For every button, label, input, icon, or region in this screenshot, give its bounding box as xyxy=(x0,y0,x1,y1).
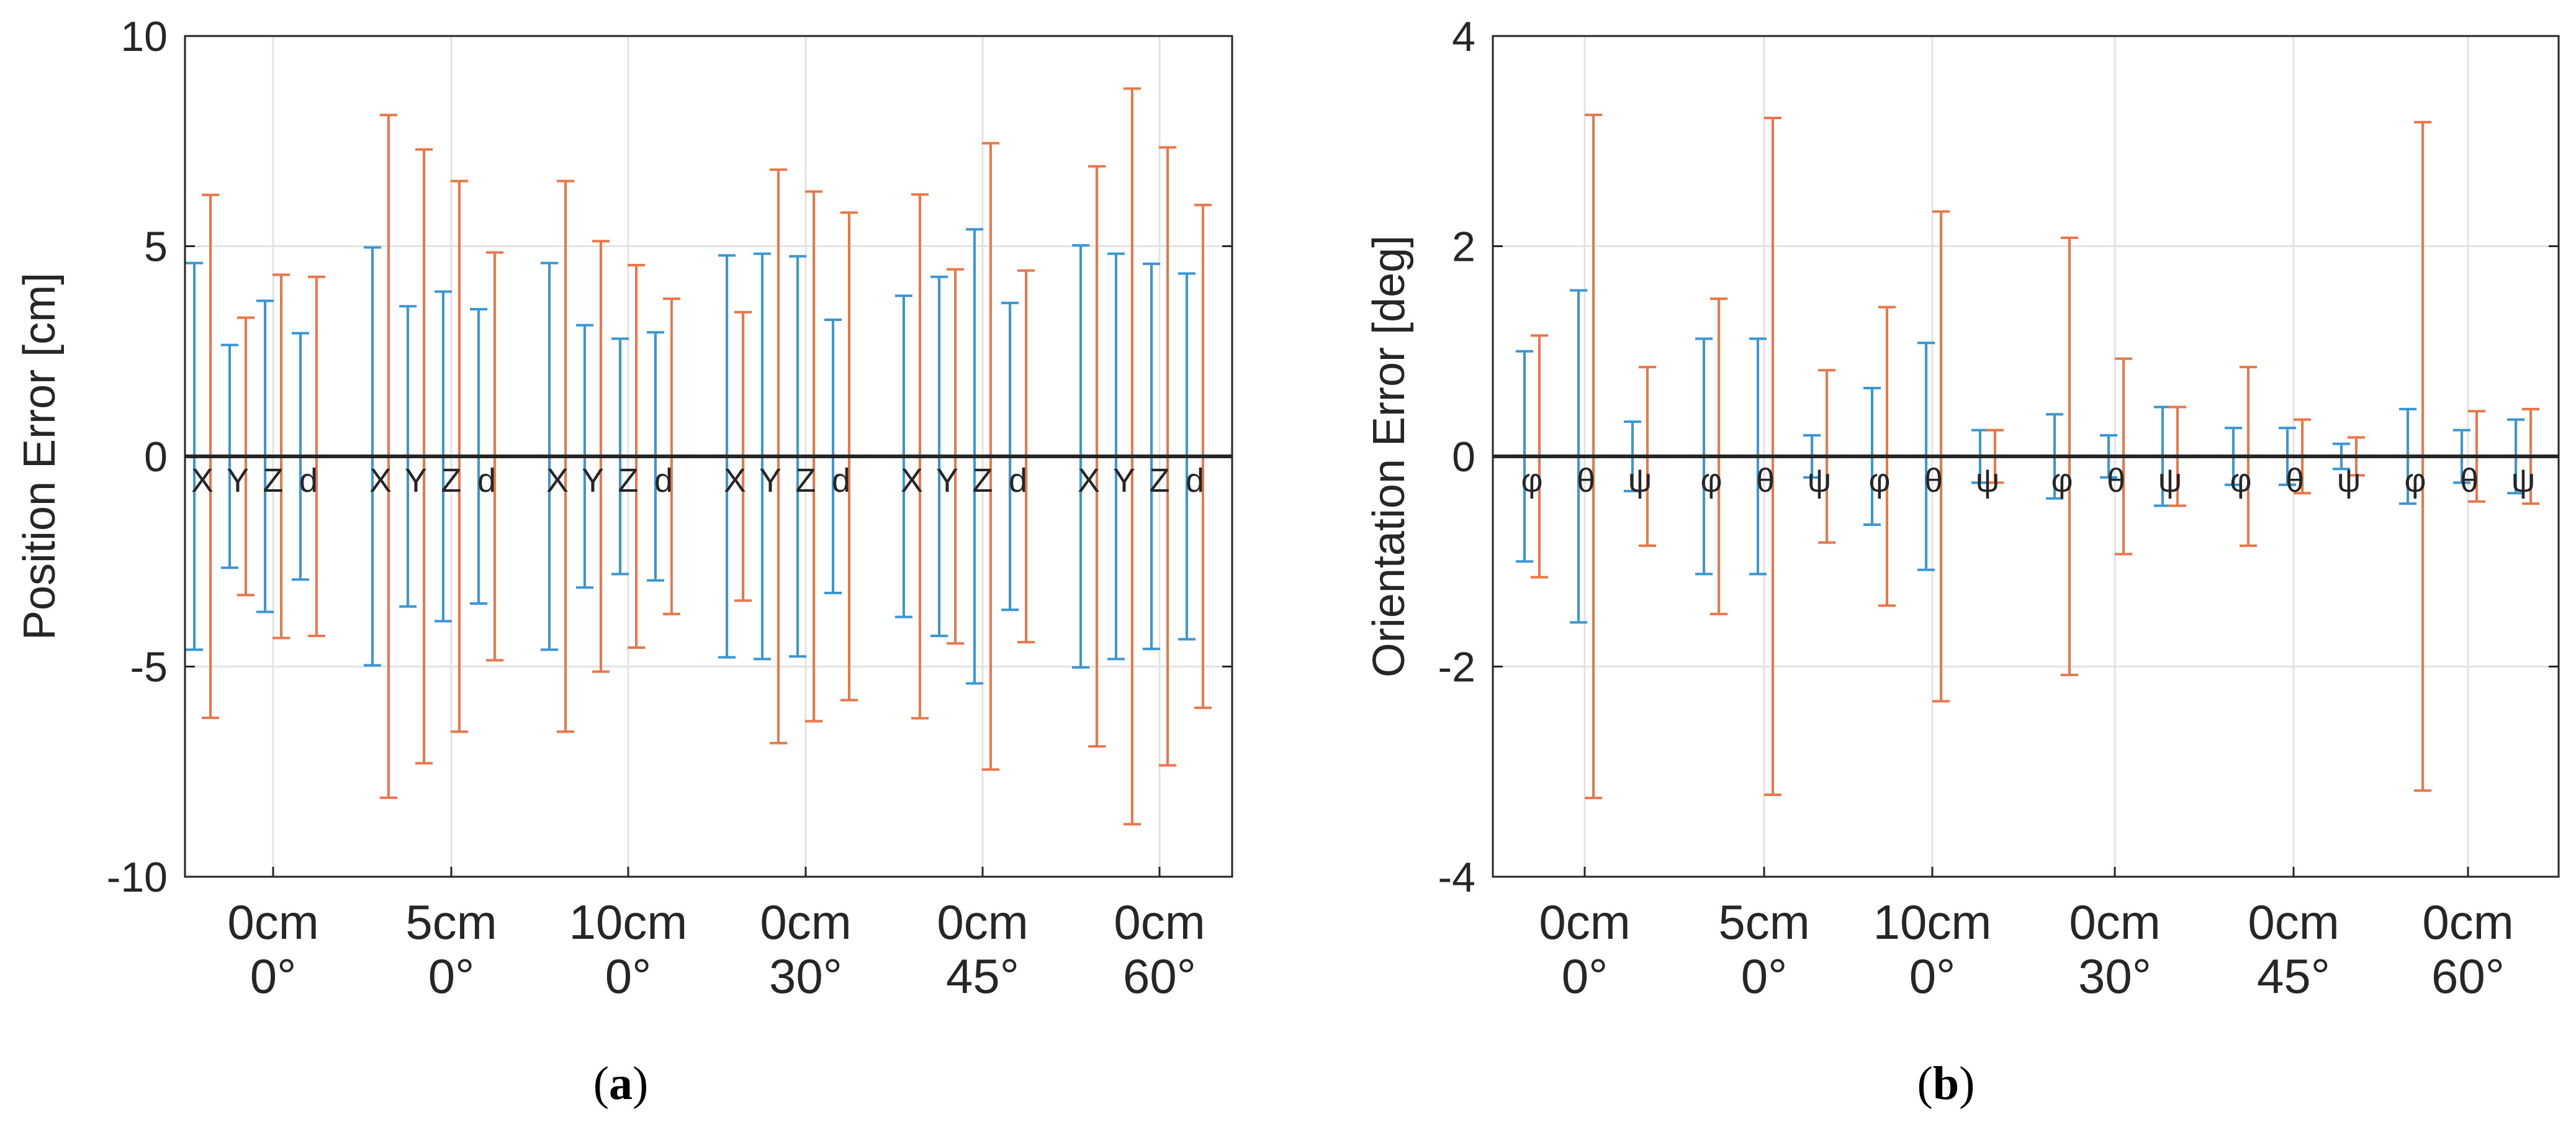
panel-a-x-tick-label-line2: 30° xyxy=(769,949,842,1003)
panel-a-x-tick-label-line1: 0cm xyxy=(760,895,851,949)
panel-a-component-label: X xyxy=(546,462,569,499)
panel-b-x-tick-label-line1: 0cm xyxy=(2422,895,2513,949)
panel-b-x-tick-label-line1: 0cm xyxy=(2248,895,2339,949)
panel-b-component-label: ψ xyxy=(1628,462,1652,499)
panel-a-component-label: Y xyxy=(582,462,604,499)
panel-a-component-label: d xyxy=(832,462,850,499)
panel-a-component-label: Y xyxy=(936,462,958,499)
panel-a-y-axis-label: Position Error [cm] xyxy=(15,273,65,640)
panel-b-x-tick-label-line2: 0° xyxy=(1909,949,1956,1003)
panel-a-y-tick-label: -10 xyxy=(107,854,168,901)
panel-a-component-label: X xyxy=(724,462,746,499)
panel-a-y-tick-label: 0 xyxy=(144,433,168,481)
panel-a-y-tick-label: 10 xyxy=(120,13,168,60)
panel-a-component-label: Y xyxy=(405,462,427,499)
panel-b-component-label: θ xyxy=(2286,462,2304,499)
panel-b-caption: (b) xyxy=(1917,1057,1975,1110)
panel-a-component-label: Z xyxy=(263,462,284,499)
panel-a-x-tick-label-line1: 5cm xyxy=(405,895,497,949)
panel-a-component-label: Z xyxy=(1150,462,1170,499)
panel-b-component-label: ψ xyxy=(1976,462,2000,499)
panel-a-component-label: X xyxy=(901,462,923,499)
panel-b-component-label: φ xyxy=(1868,462,1890,499)
panel-b-component-label: ψ xyxy=(2511,462,2536,499)
panel-b-y-tick-label: -4 xyxy=(1438,854,1475,901)
panel-b-component-label: ψ xyxy=(2158,462,2182,499)
panel-a-y-tick-label: -5 xyxy=(130,644,168,691)
panel-b-x-tick-label-line1: 0cm xyxy=(1539,895,1630,949)
panel-b-y-tick-label: 2 xyxy=(1452,224,1475,271)
panel-b-component-label: ψ xyxy=(1808,462,1832,499)
panel-a-x-tick-label-line2: 0° xyxy=(605,949,652,1003)
panel-b-component-label: φ xyxy=(1521,462,1542,499)
panel-a-component-label: Z xyxy=(618,462,639,499)
panel-b-component-label: φ xyxy=(1700,462,1722,499)
panel-b-x-tick-label-line1: 0cm xyxy=(2069,895,2160,949)
panel-b-component-label: θ xyxy=(2460,462,2479,499)
panel-b-y-axis-label: Orientation Error [deg] xyxy=(1364,235,1414,677)
panel-b-component-label: φ xyxy=(2230,462,2251,499)
panel-b-x-tick-label-line2: 45° xyxy=(2257,949,2330,1003)
panel-b-y-tick-label: 0 xyxy=(1452,433,1475,481)
panel-b-component-label: θ xyxy=(1924,462,1943,499)
panel-b-component-label: θ xyxy=(2107,462,2125,499)
panel-a-y-tick-label: 5 xyxy=(144,224,168,271)
panel-a-component-label: d xyxy=(1009,462,1027,499)
panel-b-x-tick-label-line2: 60° xyxy=(2431,949,2505,1003)
panel-a-component-label: Y xyxy=(227,462,249,499)
panel-a-x-tick-label-line1: 0cm xyxy=(937,895,1028,949)
panel-b-x-tick-label-line2: 0° xyxy=(1741,949,1788,1003)
panel-a-component-label: Z xyxy=(796,462,816,499)
panel-b-x-tick-label-line1: 10cm xyxy=(1873,895,1992,949)
panel-a-x-tick-label-line2: 60° xyxy=(1123,949,1196,1003)
panel-a-component-label: Z xyxy=(973,462,993,499)
panel-b-component-label: φ xyxy=(2051,462,2073,499)
panel-a-component-label: d xyxy=(299,462,318,499)
panel-a-x-tick-label-line1: 0cm xyxy=(1114,895,1205,949)
panel-a-component-label: X xyxy=(1078,462,1100,499)
panel-a-component-label: d xyxy=(477,462,496,499)
panel-b-x-tick-label-line2: 0° xyxy=(1562,949,1608,1003)
panel-b-x-tick-label-line2: 30° xyxy=(2078,949,2151,1003)
panel-a-x-tick-label-line2: 45° xyxy=(946,949,1019,1003)
panel-a-component-label: d xyxy=(654,462,673,499)
panel-a-x-tick-label-line1: 10cm xyxy=(569,895,688,949)
panel-b-y-tick-label: 4 xyxy=(1452,13,1475,60)
panel-a-x-tick-label-line1: 0cm xyxy=(227,895,318,949)
panel-a-component-label: X xyxy=(191,462,214,499)
panel-b-x-tick-label-line1: 5cm xyxy=(1718,895,1809,949)
panel-b-component-label: θ xyxy=(1756,462,1775,499)
panel-a-component-label: X xyxy=(369,462,392,499)
panel-b-component-label: φ xyxy=(2404,462,2426,499)
panel-b-component-label: ψ xyxy=(2337,462,2361,499)
panel-a-component-label: Z xyxy=(441,462,462,499)
panel-a-component-label: Y xyxy=(1113,462,1135,499)
panel-a-caption: (a) xyxy=(593,1057,649,1110)
panel-a-x-tick-label-line2: 0° xyxy=(250,949,297,1003)
panel-b-component-label: θ xyxy=(1577,462,1595,499)
panel-b-orientation-error: φ θ ψ φ θ ψ φ θ ψ φ θ ψ φ θ ψ φ θ ψ-4-20240cm0°5cm0°10cm0… xyxy=(1364,13,2560,1110)
panel-a-component-label: Y xyxy=(759,462,781,499)
panel-a-x-tick-label-line2: 0° xyxy=(428,949,475,1003)
panel-a-component-label: d xyxy=(1186,462,1204,499)
panel-b-y-tick-label: -2 xyxy=(1438,644,1475,691)
